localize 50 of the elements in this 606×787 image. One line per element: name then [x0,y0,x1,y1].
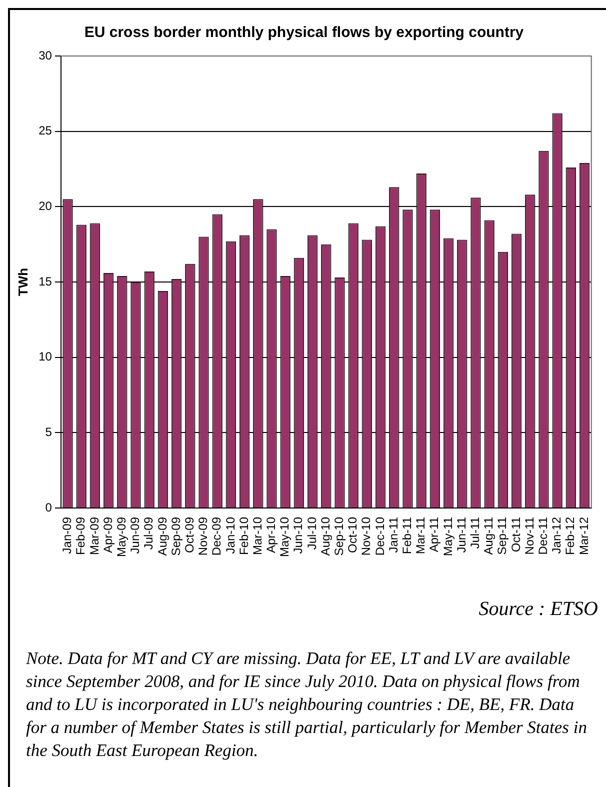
x-tick-label: Jun-10 [291,516,306,554]
x-tick-label: Aug-10 [318,516,332,556]
x-tick-label: Nov-10 [359,516,374,556]
x-tick-label: Mar-12 [576,516,591,555]
x-tick-label: May-09 [114,516,128,557]
x-tick-label: May-11 [440,516,455,556]
x-tick-label: Jun-11 [454,516,468,553]
x-tick-label: Oct-11 [508,516,523,552]
x-tick-label: Feb-10 [236,516,251,556]
x-tick-label: Nov-09 [196,516,210,556]
text: Note. Data for MT and CY are missing. Data for EE, LT and LV are available since September 2008, and for IE since July 2010. Data on physical flows from and to LU is incorporated in LU's neighbouring countries : DE, BE, FR. Data for a number of Member States is still partial, particularly for Member States in the South East European Region. [26,647,588,762]
x-tick-label: Jul-11 [468,516,482,549]
y-tick-label: 10 [38,350,52,364]
x-tick-label: Jan-10 [223,516,238,554]
y-tick-label: 25 [38,124,52,138]
x-tick-label: Sep-11 [495,516,510,555]
source-note: Source : ETSO [478,598,598,621]
x-tick-label: Feb-09 [74,516,88,556]
x-tick-label: Apr-10 [264,516,278,554]
x-tick-label: Apr-09 [100,516,115,554]
x-tick-label: Jan-12 [550,516,564,554]
y-tick-label: 20 [38,198,52,213]
y-tick-label: 5 [45,424,52,439]
x-tick-label: Mar-10 [250,516,264,555]
x-tick-label: Jan-11 [386,516,400,553]
x-tick-label: Dec-10 [372,516,387,556]
x-tick-label: Mar-09 [87,516,102,555]
x-tick-label: Sep-10 [332,516,346,556]
x-tick-label: Jul-09 [142,516,156,550]
x-tick-label: Feb-12 [563,516,578,556]
x-tick-label: Mar-11 [414,516,428,554]
x-tick-label: Feb-11 [400,516,414,554]
x-tick-label: Aug-09 [155,516,170,556]
y-tick-label: 0 [45,500,52,514]
x-tick-label: Aug-11 [482,516,496,555]
x-tick-label: Oct-10 [346,516,360,553]
y-axis-title: TWh [15,268,30,296]
x-tick-label: May-10 [278,516,292,557]
y-tick-label: 30 [38,48,52,62]
chart-title: EU cross border monthly physical flows by exporting country [84,24,524,42]
x-tick-label: Sep-09 [168,516,183,556]
x-tick-label: Apr-11 [427,516,442,552]
x-tick-label: Dec-11 [536,516,550,555]
x-tick-label: Jun-09 [128,516,142,554]
x-tick-label: Dec-09 [210,516,224,556]
x-tick-label: Jan-09 [60,516,74,554]
x-tick-label: Oct-09 [182,516,196,553]
x-tick-label: Jul-10 [304,516,319,550]
x-tick-label: Nov-11 [522,516,536,555]
y-tick-label: 15 [38,274,52,288]
